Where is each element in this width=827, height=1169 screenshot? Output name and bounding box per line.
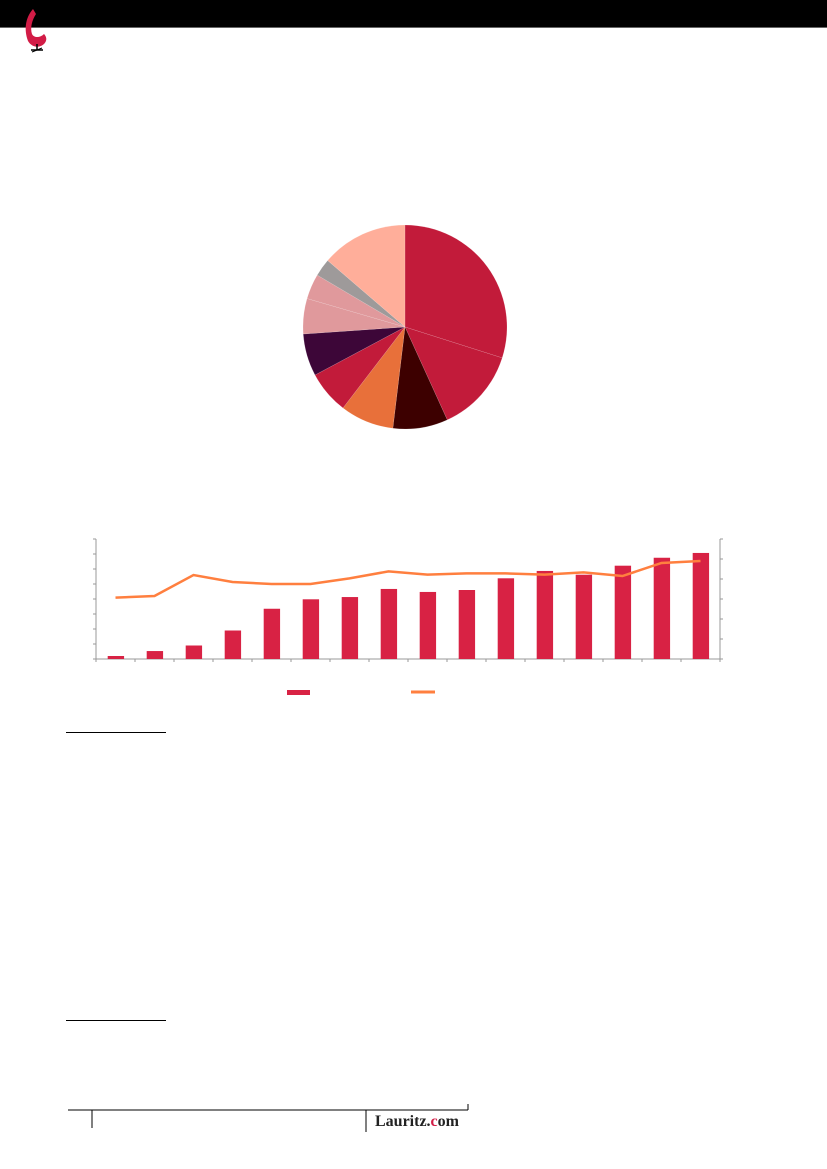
bar (614, 565, 632, 659)
bar (458, 590, 476, 659)
section-underline (66, 1020, 166, 1021)
pie-slice (306, 274, 406, 328)
line-series (115, 559, 701, 599)
header-bar (0, 0, 827, 28)
bar (302, 599, 320, 659)
bar (146, 651, 164, 659)
footer-logo: Lauritz.com (375, 1113, 459, 1131)
bar (341, 597, 359, 659)
bar (224, 630, 242, 659)
bar (107, 656, 125, 659)
pie-slice (314, 326, 406, 409)
bar (497, 578, 515, 659)
pie-slice (404, 224, 508, 359)
logo-text: Lauritz. (375, 1113, 431, 1130)
bar-line-chart (93, 538, 723, 695)
legend-bar-swatch (287, 690, 310, 695)
bar (185, 645, 203, 659)
pie-slice (404, 326, 503, 421)
logo-text: c (430, 1113, 438, 1130)
pie-slice (302, 298, 406, 335)
pie-slice (392, 326, 448, 430)
bar (692, 552, 710, 659)
bar (536, 570, 554, 659)
pie-slice (327, 224, 406, 328)
pie-slice (316, 260, 406, 328)
egg-chair-logo-icon (25, 9, 47, 53)
bar (419, 591, 437, 659)
bar (380, 588, 398, 659)
bar (653, 557, 671, 659)
pie-slice (302, 326, 406, 376)
pie-slice (342, 326, 406, 429)
logo-text: om (437, 1113, 459, 1130)
section-underline (66, 732, 166, 733)
bar (263, 608, 281, 659)
pie-chart (302, 224, 508, 430)
bar (575, 574, 593, 659)
